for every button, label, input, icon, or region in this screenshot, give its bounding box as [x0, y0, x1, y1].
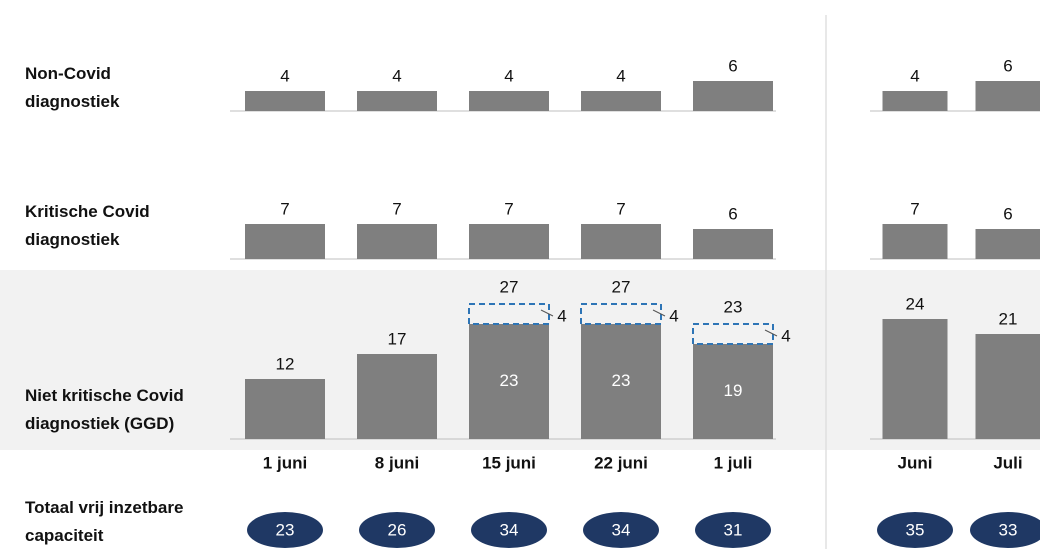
value-label: 4: [280, 66, 289, 85]
capacity-badge: [247, 512, 323, 548]
capacity-badge: [877, 512, 953, 548]
category-label: 15 juni: [482, 453, 536, 472]
extra-label: 4: [781, 326, 790, 345]
value-label: 4: [616, 66, 625, 85]
bar: [581, 224, 661, 259]
category-label: 1 juni: [263, 453, 307, 472]
row-label: Niet kritische Covid diagnostiek (GGD): [25, 386, 184, 433]
value-label: 4: [504, 66, 513, 85]
capacity-label: 35: [906, 520, 925, 539]
category-label: 8 juni: [375, 453, 419, 472]
row-label: Non-Covid diagnostiek: [25, 64, 120, 111]
value-label: 19: [724, 381, 743, 400]
bar: [975, 229, 1040, 259]
bar: [245, 224, 325, 259]
extra-label: 4: [669, 306, 678, 325]
value-label: 6: [1003, 204, 1012, 223]
bar: [975, 81, 1040, 111]
bar: [882, 224, 948, 259]
capacity-label: 31: [724, 520, 743, 539]
value-label: 7: [280, 199, 289, 218]
bar: [693, 229, 773, 259]
category-label: Juni: [898, 453, 933, 472]
capacity-badge: [695, 512, 771, 548]
category-label: 1 juli: [714, 453, 753, 472]
capacity-badge: [359, 512, 435, 548]
bar: [581, 91, 661, 111]
capacity-label: 34: [500, 520, 519, 539]
value-label: 12: [276, 354, 295, 373]
capacity-badge: [970, 512, 1040, 548]
bar: [882, 319, 948, 439]
value-label: 7: [504, 199, 513, 218]
value-label: 7: [910, 199, 919, 218]
value-label: 7: [392, 199, 401, 218]
capacity-label: 33: [999, 520, 1018, 539]
bar: [357, 91, 437, 111]
row-label: Totaal vrij inzetbare capaciteit: [25, 498, 184, 545]
capacity-label: 34: [612, 520, 631, 539]
bar: [469, 224, 549, 259]
value-label: 6: [1003, 56, 1012, 75]
value-label: 4: [392, 66, 401, 85]
bar: [357, 224, 437, 259]
extra-label: 4: [557, 306, 566, 325]
value-label: 6: [728, 204, 737, 223]
category-label: 22 juni: [594, 453, 648, 472]
value-label: 6: [728, 56, 737, 75]
bar: [581, 324, 661, 439]
extra-leader: [764, 329, 778, 337]
value-label: 24: [906, 294, 925, 313]
bar: [882, 91, 948, 111]
capacity-label: 26: [388, 520, 407, 539]
bar: [245, 379, 325, 439]
value-label: 7: [616, 199, 625, 218]
value-label: 17: [388, 329, 407, 348]
bar: [469, 91, 549, 111]
total-label: 27: [500, 277, 519, 296]
value-label: 23: [612, 371, 631, 390]
bar: [357, 354, 437, 439]
capacity-label: 23: [276, 520, 295, 539]
bar: [693, 81, 773, 111]
category-label: Juli: [993, 453, 1022, 472]
total-label: 27: [612, 277, 631, 296]
value-label: 4: [910, 66, 919, 85]
value-label: 23: [500, 371, 519, 390]
capacity-badge: [583, 512, 659, 548]
bar: [693, 344, 773, 439]
row-label: Kritische Covid diagnostiek: [25, 202, 150, 249]
extra-leader: [540, 309, 554, 317]
capacity-badge: [471, 512, 547, 548]
bar: [245, 91, 325, 111]
bar: [975, 334, 1040, 439]
bar: [469, 324, 549, 439]
extra-leader: [652, 309, 666, 317]
total-label: 23: [724, 297, 743, 316]
value-label: 21: [999, 309, 1018, 328]
